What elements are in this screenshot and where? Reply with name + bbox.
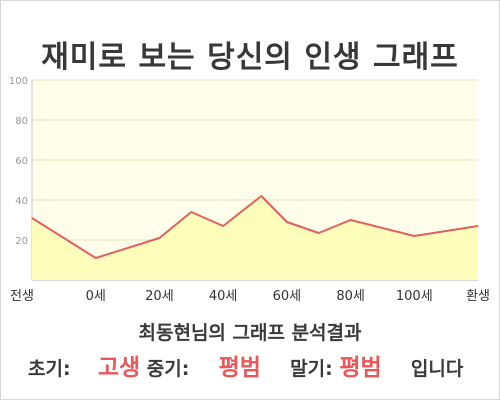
chart-title: 재미로 보는 당신의 인생 그래프 [41,40,459,75]
data-point-4 [222,225,224,227]
result-suffix: 입니다 [410,358,464,380]
y-tick-label: 80 [15,116,28,127]
early-value: 고생 [97,355,141,381]
data-point-0 [31,217,33,219]
analysis-result: 초기: 고생 중기: 평범 말기: 평범 입니다 [28,348,463,382]
data-point-6 [286,221,288,223]
analysis-subtitle: 최동현님의 그래프 분석결과 [138,322,362,344]
x-tick-label: 60세 [273,289,302,304]
data-point-10 [477,225,479,227]
x-tick-label: 100세 [396,289,433,304]
early-label: 초기: [28,358,71,380]
middle-value: 평범 [218,355,261,381]
data-point-8 [349,219,352,221]
x-tick-label: 전생 [10,289,34,304]
data-point-1 [95,257,97,259]
data-point-2 [158,237,161,239]
y-tick-label: 20 [15,236,28,247]
data-point-7 [318,232,320,234]
data-point-9 [413,235,415,237]
x-tick-label: 80세 [336,289,365,304]
late-label: 말기: [290,358,333,380]
x-tick-label: 40세 [209,289,238,304]
late-value: 평범 [339,355,382,381]
life-area-fill [32,196,478,280]
x-tick-label: 20세 [145,289,174,304]
data-point-3 [190,211,192,213]
y-tick-label: 60 [15,156,28,167]
y-tick-label: 100 [9,76,28,87]
x-tick-label: 환생 [466,289,490,304]
data-point-5 [260,195,262,197]
x-tick-label: 0세 [86,289,106,304]
y-tick-label: 40 [15,196,28,207]
middle-label: 중기: [146,358,190,380]
